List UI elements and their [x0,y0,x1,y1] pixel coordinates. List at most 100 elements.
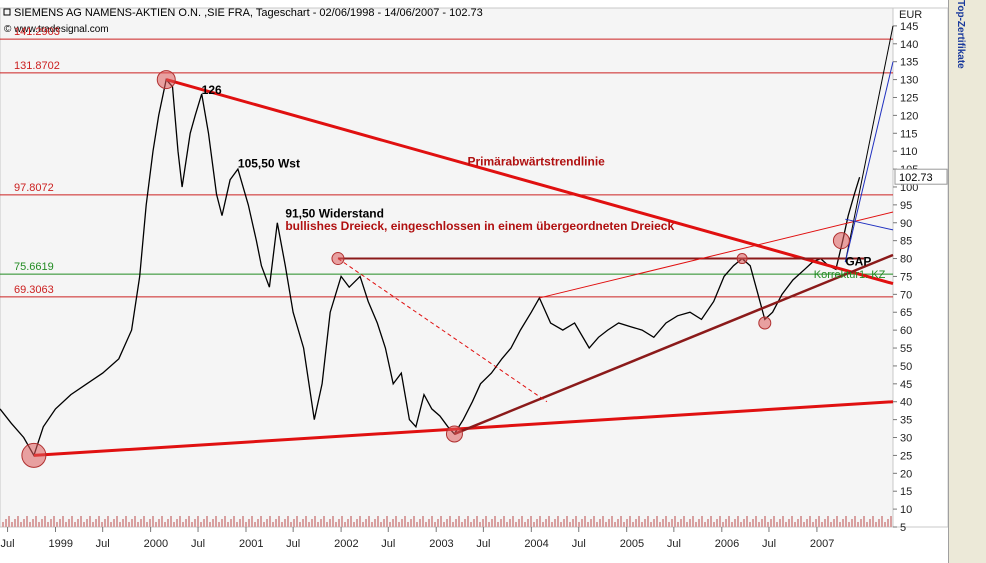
volume-bar [848,522,850,527]
volume-bar [734,519,736,527]
volume-bar [551,522,553,527]
volume-bar [359,516,361,527]
volume-bar [131,519,133,527]
volume-bar [545,519,547,527]
volume-bar [758,522,760,527]
volume-bar [668,522,670,527]
side-panel-label[interactable]: Top-Zertifikate [955,0,966,69]
low-marker [21,442,47,468]
volume-bar [824,519,826,527]
upper-channel-line [539,211,894,299]
volume-bar [635,519,637,527]
volume-bar [110,522,112,527]
volume-bar [482,519,484,527]
volume-bar [218,522,220,527]
y-tick-label: 60 [900,325,912,337]
volume-bar [182,522,184,527]
volume-bar [257,519,259,527]
y-tick-label: 130 [900,75,918,87]
plot-area [0,7,894,528]
volume-bar [245,522,247,527]
volume-bar [737,516,739,527]
volume-bar [578,522,580,527]
volume-bar [839,522,841,527]
volume-bar [797,519,799,527]
volume-bar [263,522,265,527]
volume-bar [311,519,313,527]
volume-bar [134,516,136,527]
volume-bar [449,516,451,527]
volume-bar [362,522,364,527]
volume-bar [434,522,436,527]
volume-bar [764,516,766,527]
y-tick-label: 70 [900,289,912,301]
volume-bar [458,516,460,527]
volume-bar [158,519,160,527]
volume-bar [818,516,820,527]
volume-bar [350,516,352,527]
volume-bar [146,522,148,527]
volume-bar [419,519,421,527]
volume-bar [467,516,469,527]
volume-bar [26,516,28,527]
y-tick-label: 50 [900,361,912,373]
volume-bar [14,519,16,527]
volume-bar [317,522,319,527]
level-label: 75.6619 [14,261,54,273]
volume-bar [305,516,307,527]
volume-bar [722,522,724,527]
volume-bar [149,519,151,527]
volume-bar [221,519,223,527]
volume-bar [128,522,130,527]
volume-bar [665,516,667,527]
volume-bar [632,522,634,527]
chart-source: © www.tradesignal.com [4,24,109,35]
y-axis [893,25,897,528]
volume-bar [872,516,874,527]
volume-bar [380,522,382,527]
volume-bar [119,522,121,527]
volume-bar [227,522,229,527]
volume-bar [707,519,709,527]
projection-line-blue [844,61,894,263]
volume-bar [323,516,325,527]
volume-bar [278,516,280,527]
level-label: 141.2903 [14,26,60,38]
volume-bar [785,522,787,527]
volume-bar [770,519,772,527]
y-tick-label: 25 [900,450,912,462]
volume-bar [659,522,661,527]
volume-bar [683,516,685,527]
volume-bar [383,519,385,527]
volume-bar [269,516,271,527]
y-tick-label: 45 [900,379,912,391]
volume-bar [104,519,106,527]
volume-bar [2,522,4,527]
volume-bar [890,516,892,527]
volume-bar [593,516,595,527]
high-marker [156,70,176,90]
volume-bar [581,519,583,527]
volume-bar [200,522,202,527]
volume-bar [755,516,757,527]
volume-bar [695,522,697,527]
volume-bar [566,516,568,527]
volume-bar [857,522,859,527]
volume-bar [494,516,496,527]
volume-bar [32,519,34,527]
volume-bar [692,516,694,527]
volume-bar [776,522,778,527]
volume-bar [437,519,439,527]
volume-bar [281,522,283,527]
volume-bar [329,519,331,527]
volume-bar [248,519,250,527]
volume-bar [80,516,82,527]
volume-bar [464,519,466,527]
volume-bar [806,519,808,527]
volume-bar [338,519,340,527]
volume-bar [719,516,721,527]
volume-bar [686,522,688,527]
volume-bar [440,516,442,527]
y-axis-label: EUR [899,9,922,21]
